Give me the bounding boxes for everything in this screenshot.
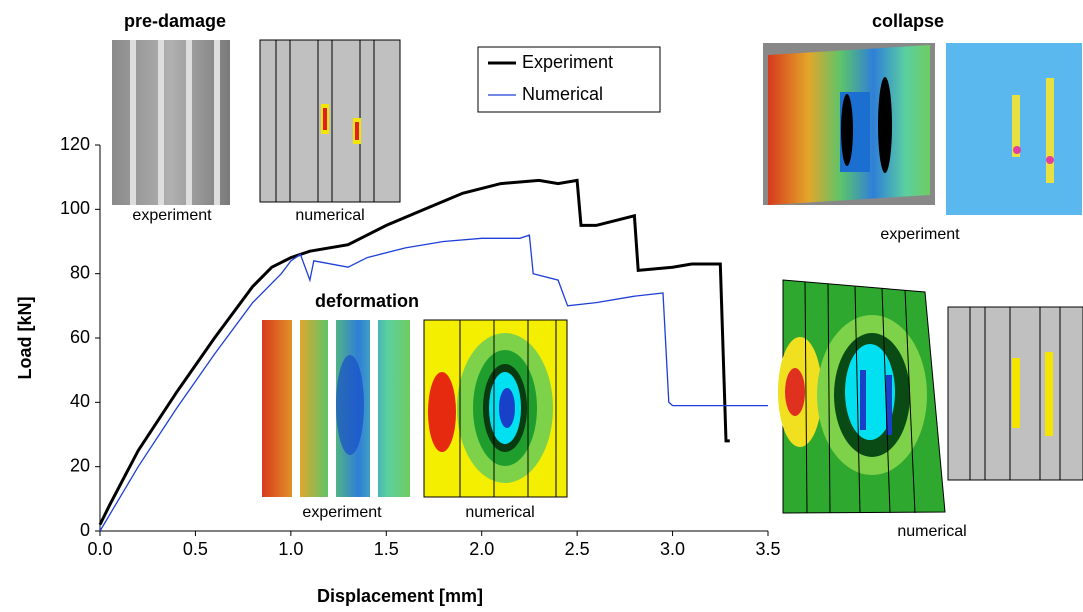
annotation: numerical: [897, 523, 966, 540]
y-tick-label: 80: [70, 262, 90, 282]
y-tick-label: 120: [60, 134, 90, 154]
inset-deformation: [262, 319, 568, 498]
annotation: numerical: [295, 207, 364, 224]
annotation: pre-damage: [124, 11, 226, 31]
y-tick-label: 100: [60, 198, 90, 218]
series-line: [99, 234, 768, 532]
x-tick-label: 0.5: [183, 539, 208, 559]
x-tick-label: 3.0: [660, 539, 685, 559]
legend-label: Experiment: [522, 52, 613, 72]
legend: Experiment Numerical: [477, 46, 661, 113]
x-axis-label: Displacement [mm]: [317, 586, 483, 606]
annotation: numerical: [465, 504, 534, 521]
y-tick-label: 20: [70, 455, 90, 475]
inset-pre-damage: [112, 39, 401, 205]
annotation: experiment: [302, 504, 382, 521]
annotation: experiment: [132, 207, 212, 224]
x-tick-label: 0.0: [87, 539, 112, 559]
x-tick-label: 3.5: [755, 539, 780, 559]
series-line: [98, 178, 730, 526]
x-tick-label: 2.5: [565, 539, 590, 559]
annotation: collapse: [872, 11, 944, 31]
annotation: deformation: [315, 291, 419, 311]
y-tick-label: 40: [70, 391, 90, 411]
inset-collapse: [763, 43, 1083, 514]
y-tick-label: 60: [70, 327, 90, 347]
legend-label: Numerical: [522, 84, 603, 104]
y-tick-label: 0: [80, 520, 90, 540]
x-tick-label: 1.5: [374, 539, 399, 559]
x-tick-label: 1.0: [278, 539, 303, 559]
y-axis-label: Load [kN]: [15, 297, 35, 380]
x-tick-label: 2.0: [469, 539, 494, 559]
annotation: experiment: [880, 226, 960, 243]
